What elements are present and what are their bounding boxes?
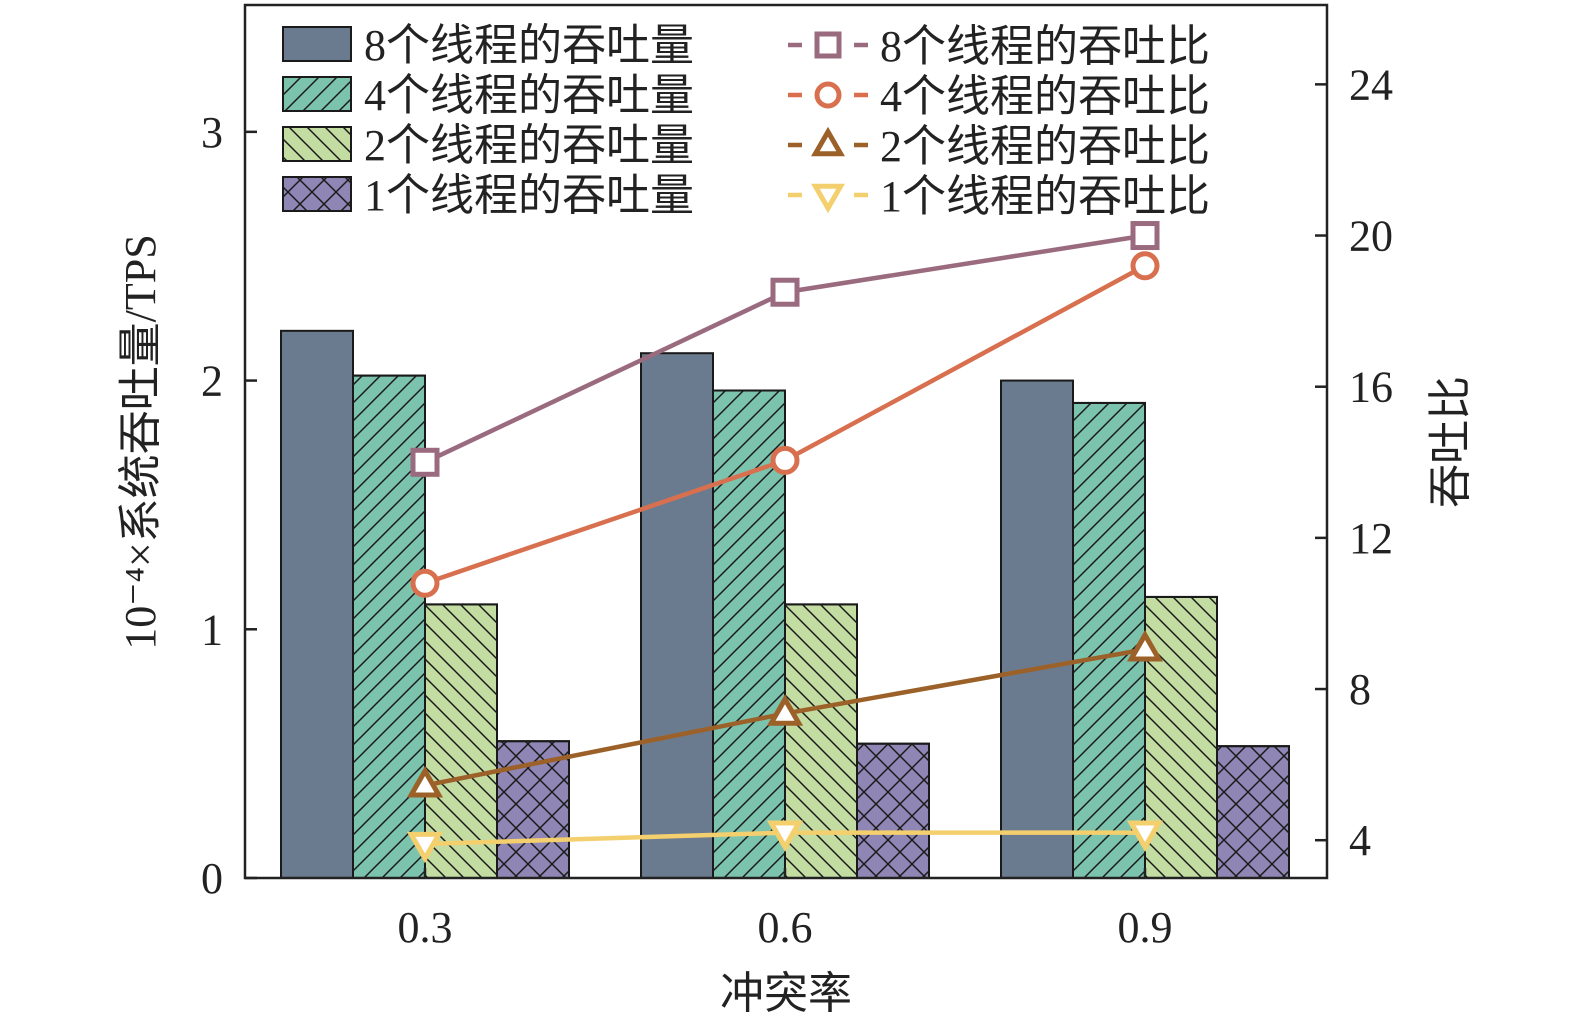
y2-tick-label: 4 (1349, 816, 1371, 865)
data-point (770, 445, 800, 475)
legend-swatch-hatch (282, 126, 352, 162)
legend-marker (814, 81, 842, 109)
x-tick-label: 0.3 (398, 903, 453, 952)
data-point (1130, 251, 1160, 281)
data-point (410, 447, 440, 477)
y2-tick-label: 24 (1349, 60, 1393, 109)
legend-label: 2个线程的吞吐比 (880, 122, 1210, 171)
legend-marker (814, 31, 842, 59)
y2-axis-label: 吞吐比 (1426, 376, 1475, 508)
legend-label: 4个线程的吞吐比 (880, 72, 1210, 121)
data-point (410, 568, 440, 598)
x-tick-label: 0.9 (1118, 903, 1173, 952)
legend-swatch-hatch (282, 176, 352, 212)
bar (280, 329, 354, 880)
y2-tick-label: 8 (1349, 665, 1371, 714)
data-point (406, 831, 444, 864)
bar-hatch (856, 742, 930, 880)
y2-tick-label: 16 (1349, 363, 1393, 412)
bar-hatch (1216, 745, 1290, 880)
data-point (1130, 221, 1160, 251)
data-point (1126, 629, 1164, 662)
bar-hatch (1072, 401, 1146, 879)
x-axis-label: 冲突率 (720, 969, 852, 1018)
y-axis-label: 10⁻⁴×系统吞吐量/TPS (116, 234, 165, 649)
y-tick-label: 3 (201, 108, 223, 157)
bar-hatch (784, 603, 858, 880)
y2-tick-label: 20 (1349, 212, 1393, 261)
legend-marker (811, 126, 845, 157)
bar (640, 352, 714, 879)
y-tick-label: 2 (201, 357, 223, 406)
legend-label: 1个线程的吞吐量 (364, 171, 694, 220)
y-tick-label: 1 (201, 605, 223, 654)
x-tick-label: 0.6 (758, 903, 813, 952)
legend-label: 2个线程的吞吐量 (364, 121, 694, 170)
y2-tick-label: 12 (1349, 514, 1393, 563)
data-point (766, 694, 804, 726)
data-point (406, 765, 444, 798)
legend-label: 4个线程的吞吐量 (364, 71, 694, 120)
data-point (1126, 820, 1164, 853)
legend-label: 1个线程的吞吐比 (880, 172, 1210, 221)
y-tick-label: 0 (201, 854, 223, 903)
bar-hatch (1144, 595, 1218, 879)
data-point (770, 277, 800, 307)
bar (1000, 379, 1074, 879)
legend-marker (811, 183, 845, 214)
legend-swatch-hatch (282, 76, 352, 112)
legend-swatch (282, 26, 352, 62)
legend-label: 8个线程的吞吐比 (880, 22, 1210, 71)
data-point (766, 820, 804, 853)
legend-label: 8个线程的吞吐量 (364, 21, 694, 70)
